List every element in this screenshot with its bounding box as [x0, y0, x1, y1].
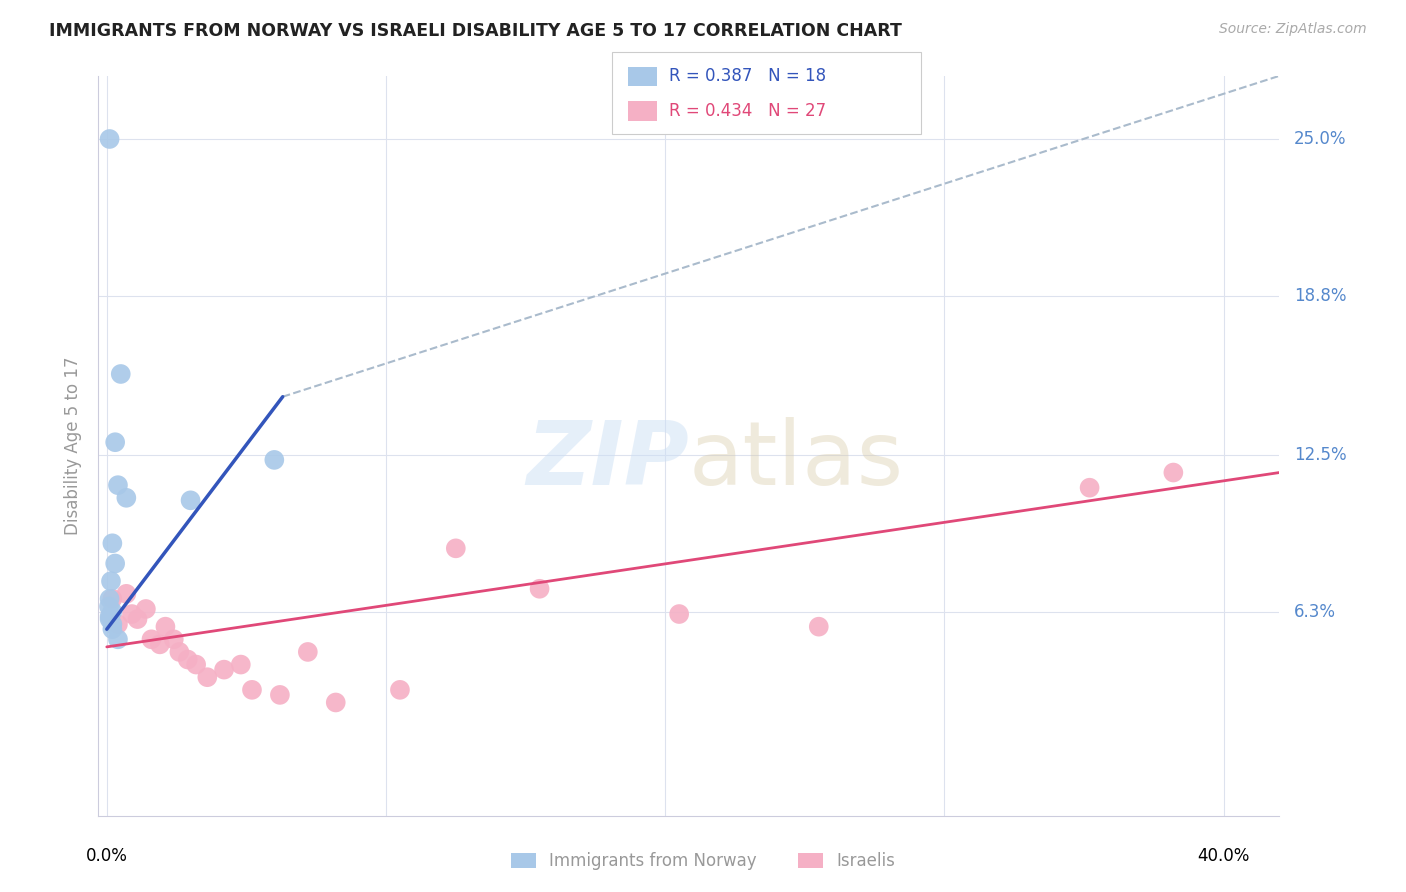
Point: [127, 612, 149, 626]
Point: [163, 632, 186, 647]
Point: [177, 652, 200, 666]
Point: [141, 632, 163, 647]
Point: [269, 688, 291, 702]
Point: [101, 617, 124, 632]
Point: [668, 607, 690, 621]
Point: [101, 536, 124, 550]
Point: [212, 663, 235, 677]
Point: [240, 682, 263, 697]
Point: [107, 478, 129, 492]
Text: R = 0.434   N = 27: R = 0.434 N = 27: [669, 102, 827, 120]
Point: [107, 617, 129, 632]
Point: [155, 620, 177, 634]
Text: IMMIGRANTS FROM NORWAY VS ISRAELI DISABILITY AGE 5 TO 17 CORRELATION CHART: IMMIGRANTS FROM NORWAY VS ISRAELI DISABI…: [49, 22, 903, 40]
Point: [149, 637, 172, 651]
Text: 12.5%: 12.5%: [1294, 446, 1347, 464]
Point: [110, 367, 132, 381]
Point: [101, 605, 124, 619]
Point: [121, 607, 143, 621]
Point: [180, 493, 202, 508]
Y-axis label: Disability Age 5 to 17: Disability Age 5 to 17: [65, 357, 83, 535]
Point: [807, 620, 830, 634]
Text: 25.0%: 25.0%: [1294, 130, 1346, 148]
Point: [1078, 481, 1101, 495]
Point: [297, 645, 319, 659]
Point: [325, 696, 347, 710]
Point: [1163, 466, 1185, 480]
Point: [101, 591, 124, 606]
Point: [98, 591, 121, 606]
Text: R = 0.387   N = 18: R = 0.387 N = 18: [669, 68, 827, 86]
Point: [115, 587, 138, 601]
Point: [195, 670, 218, 684]
Text: 18.8%: 18.8%: [1294, 286, 1346, 305]
Point: [444, 541, 467, 556]
Point: [115, 491, 138, 505]
Point: [100, 574, 122, 589]
Text: atlas: atlas: [689, 417, 904, 504]
Point: [98, 132, 121, 146]
Legend: Immigrants from Norway, Israelis: Immigrants from Norway, Israelis: [503, 846, 903, 877]
Text: ZIP: ZIP: [526, 417, 689, 504]
Point: [169, 645, 191, 659]
Text: 40.0%: 40.0%: [1198, 847, 1250, 864]
Point: [98, 609, 121, 624]
Text: 6.3%: 6.3%: [1294, 602, 1336, 621]
Point: [104, 435, 127, 450]
Point: [388, 682, 411, 697]
Point: [98, 612, 121, 626]
Point: [98, 599, 121, 614]
Point: [135, 602, 157, 616]
Point: [229, 657, 252, 672]
Point: [101, 622, 124, 636]
Point: [263, 453, 285, 467]
Point: [529, 582, 551, 596]
Point: [107, 632, 129, 647]
Text: Source: ZipAtlas.com: Source: ZipAtlas.com: [1219, 22, 1367, 37]
Text: 0.0%: 0.0%: [86, 847, 128, 864]
Point: [186, 657, 208, 672]
Point: [104, 557, 127, 571]
